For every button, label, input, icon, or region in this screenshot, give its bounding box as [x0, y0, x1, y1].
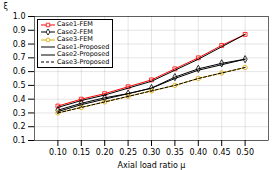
html-text:Case2-Proposed: Case2-Proposed — [57, 50, 110, 58]
svg-text:0.4: 0.4 — [13, 95, 26, 104]
html-text:Case1-FEM: Case1-FEM — [57, 20, 93, 28]
svg-text:1.0: 1.0 — [13, 12, 26, 21]
svg-text:0.15: 0.15 — [72, 148, 90, 157]
svg-text:0.50: 0.50 — [236, 148, 254, 157]
svg-text:Axial load ratio μ: Axial load ratio μ — [118, 161, 186, 170]
html-text:Case3-FEM: Case3-FEM — [57, 35, 93, 43]
svg-text:0.45: 0.45 — [213, 148, 231, 157]
svg-text:0.3: 0.3 — [13, 109, 26, 118]
svg-text:0.1: 0.1 — [13, 136, 26, 145]
html-text:Case3-Proposed: Case3-Proposed — [57, 57, 110, 66]
svg-text:0.7: 0.7 — [13, 53, 26, 62]
svg-text:0.10: 0.10 — [49, 148, 67, 157]
svg-text:0.35: 0.35 — [166, 148, 184, 157]
svg-text:0.9: 0.9 — [13, 26, 26, 35]
html-text:Case1-Proposed: Case1-Proposed — [57, 42, 110, 51]
svg-text:0.30: 0.30 — [143, 148, 161, 157]
svg-text:0.8: 0.8 — [13, 40, 26, 49]
svg-text:0.5: 0.5 — [13, 81, 26, 90]
html-text:Case2-FEM: Case2-FEM — [57, 27, 93, 36]
svg-text:0.6: 0.6 — [13, 67, 26, 76]
svg-text:0.20: 0.20 — [96, 148, 114, 157]
svg-text:0.40: 0.40 — [189, 148, 207, 157]
svg-text:ξ: ξ — [4, 2, 8, 11]
svg-text:0.2: 0.2 — [13, 122, 26, 131]
svg-text:0.25: 0.25 — [119, 148, 137, 157]
